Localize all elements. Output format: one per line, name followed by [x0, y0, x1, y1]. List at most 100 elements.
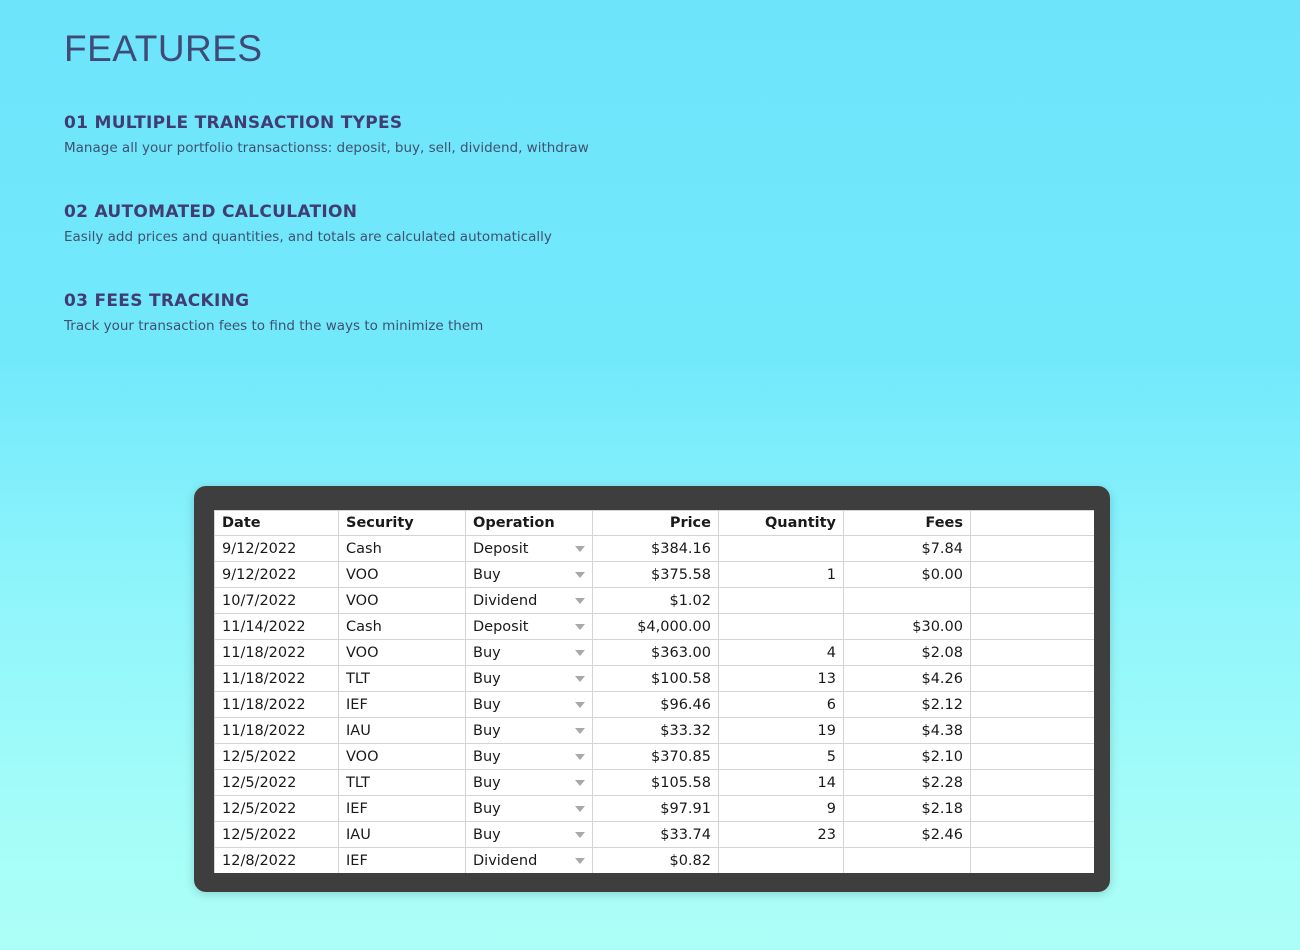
- cell-fees[interactable]: $30.00: [843, 613, 971, 640]
- cell-price[interactable]: $4,000.00: [592, 613, 719, 640]
- cell-quantity[interactable]: 19: [718, 717, 844, 744]
- cell-fees[interactable]: $4.26: [843, 665, 971, 692]
- cell-quantity[interactable]: [718, 847, 844, 873]
- chevron-down-icon[interactable]: [575, 805, 585, 812]
- cell-security[interactable]: VOO: [338, 743, 466, 770]
- column-header-fees[interactable]: Fees: [843, 510, 971, 536]
- cell-security[interactable]: IAU: [338, 821, 466, 848]
- column-header-security[interactable]: Security: [338, 510, 466, 536]
- cell-total[interactable]: $1,454.08: [970, 639, 1094, 666]
- cell-price[interactable]: $96.46: [592, 691, 719, 718]
- operation-dropdown[interactable]: Deposit: [465, 535, 593, 562]
- cell-fees[interactable]: [843, 847, 971, 873]
- column-header-date[interactable]: Date: [214, 510, 339, 536]
- chevron-down-icon[interactable]: [575, 753, 585, 760]
- chevron-down-icon[interactable]: [575, 675, 585, 682]
- cell-price[interactable]: $1.02: [592, 587, 719, 614]
- cell-fees[interactable]: $0.00: [843, 561, 971, 588]
- cell-fees[interactable]: [843, 587, 971, 614]
- operation-dropdown[interactable]: Buy: [465, 795, 593, 822]
- cell-total[interactable]: $0.82: [970, 847, 1094, 873]
- cell-quantity[interactable]: 4: [718, 639, 844, 666]
- cell-date[interactable]: 12/5/2022: [214, 743, 339, 770]
- cell-security[interactable]: IAU: [338, 717, 466, 744]
- cell-quantity[interactable]: 6: [718, 691, 844, 718]
- operation-dropdown[interactable]: Dividend: [465, 847, 593, 873]
- cell-date[interactable]: 12/5/2022: [214, 795, 339, 822]
- cell-quantity[interactable]: [718, 613, 844, 640]
- operation-dropdown[interactable]: Buy: [465, 691, 593, 718]
- chevron-down-icon[interactable]: [575, 597, 585, 604]
- cell-total[interactable]: $1,311.74: [970, 665, 1094, 692]
- cell-security[interactable]: TLT: [338, 769, 466, 796]
- cell-fees[interactable]: $2.46: [843, 821, 971, 848]
- operation-dropdown[interactable]: Buy: [465, 717, 593, 744]
- operation-dropdown[interactable]: Buy: [465, 769, 593, 796]
- cell-security[interactable]: VOO: [338, 587, 466, 614]
- cell-security[interactable]: IEF: [338, 847, 466, 873]
- operation-dropdown[interactable]: Buy: [465, 743, 593, 770]
- cell-date[interactable]: 12/8/2022: [214, 847, 339, 873]
- operation-dropdown[interactable]: Buy: [465, 639, 593, 666]
- cell-total[interactable]: $778.48: [970, 821, 1094, 848]
- cell-quantity[interactable]: 5: [718, 743, 844, 770]
- cell-quantity[interactable]: 13: [718, 665, 844, 692]
- cell-total[interactable]: $375.58: [970, 561, 1094, 588]
- operation-dropdown[interactable]: Buy: [465, 561, 593, 588]
- cell-fees[interactable]: $7.84: [843, 535, 971, 562]
- cell-date[interactable]: 12/5/2022: [214, 821, 339, 848]
- cell-security[interactable]: Cash: [338, 613, 466, 640]
- cell-total[interactable]: $883.37: [970, 795, 1094, 822]
- cell-security[interactable]: VOO: [338, 561, 466, 588]
- cell-price[interactable]: $97.91: [592, 795, 719, 822]
- cell-price[interactable]: $363.00: [592, 639, 719, 666]
- cell-date[interactable]: 12/5/2022: [214, 769, 339, 796]
- cell-date[interactable]: 11/18/2022: [214, 665, 339, 692]
- column-header-price[interactable]: Price: [592, 510, 719, 536]
- column-header-total[interactable]: Total: [970, 510, 1094, 536]
- cell-date[interactable]: 11/18/2022: [214, 717, 339, 744]
- cell-date[interactable]: 11/18/2022: [214, 639, 339, 666]
- cell-price[interactable]: $100.58: [592, 665, 719, 692]
- cell-security[interactable]: VOO: [338, 639, 466, 666]
- cell-total[interactable]: $1,480.40: [970, 769, 1094, 796]
- cell-price[interactable]: $375.58: [592, 561, 719, 588]
- cell-quantity[interactable]: 9: [718, 795, 844, 822]
- cell-total[interactable]: $1,856.35: [970, 743, 1094, 770]
- chevron-down-icon[interactable]: [575, 727, 585, 734]
- cell-security[interactable]: TLT: [338, 665, 466, 692]
- chevron-down-icon[interactable]: [575, 623, 585, 630]
- cell-price[interactable]: $384.16: [592, 535, 719, 562]
- cell-fees[interactable]: $2.28: [843, 769, 971, 796]
- cell-total[interactable]: $637.46: [970, 717, 1094, 744]
- column-header-quantity[interactable]: Quantity: [718, 510, 844, 536]
- chevron-down-icon[interactable]: [575, 571, 585, 578]
- cell-fees[interactable]: $2.12: [843, 691, 971, 718]
- chevron-down-icon[interactable]: [575, 649, 585, 656]
- cell-price[interactable]: $370.85: [592, 743, 719, 770]
- operation-dropdown[interactable]: Buy: [465, 665, 593, 692]
- cell-quantity[interactable]: 14: [718, 769, 844, 796]
- cell-date[interactable]: 11/18/2022: [214, 691, 339, 718]
- cell-price[interactable]: $105.58: [592, 769, 719, 796]
- cell-total[interactable]: $580.88: [970, 691, 1094, 718]
- operation-dropdown[interactable]: Deposit: [465, 613, 593, 640]
- cell-date[interactable]: 11/14/2022: [214, 613, 339, 640]
- cell-fees[interactable]: $4.38: [843, 717, 971, 744]
- cell-fees[interactable]: $2.10: [843, 743, 971, 770]
- chevron-down-icon[interactable]: [575, 545, 585, 552]
- cell-total[interactable]: $1.02: [970, 587, 1094, 614]
- cell-quantity[interactable]: [718, 587, 844, 614]
- operation-dropdown[interactable]: Dividend: [465, 587, 593, 614]
